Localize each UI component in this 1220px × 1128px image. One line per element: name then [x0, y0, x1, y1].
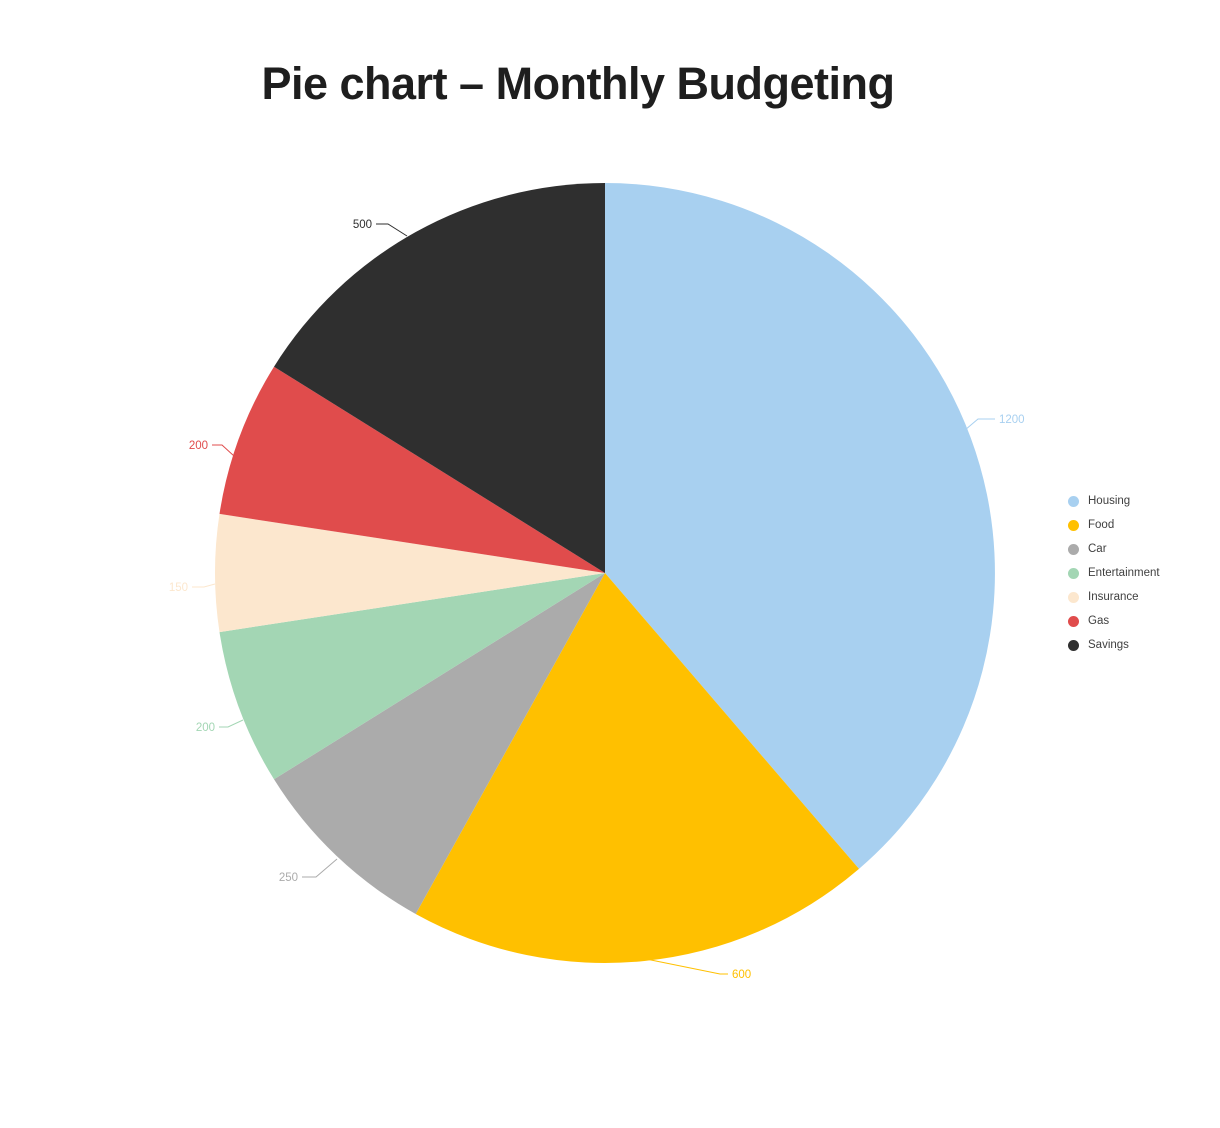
- legend-item-savings[interactable]: Savings: [1068, 633, 1160, 657]
- data-label-car: 250: [279, 872, 298, 884]
- leader-line-food: [645, 958, 728, 975]
- legend-label-housing: Housing: [1088, 495, 1131, 507]
- legend-swatch-savings-icon: [1068, 639, 1079, 651]
- chart-legend: Housing Food Car Entertainment Insurance Gas S…: [1068, 489, 1160, 657]
- legend-item-gas[interactable]: Gas: [1068, 609, 1160, 633]
- legend-label-car: Car: [1088, 543, 1107, 555]
- legend-swatch-car-icon: [1068, 543, 1079, 555]
- legend-item-car[interactable]: Car: [1068, 537, 1160, 561]
- leader-line-entertainment: [219, 719, 244, 728]
- chart-title: Pie chart – Monthly Budgeting: [261, 58, 895, 109]
- legend-label-insurance: Insurance: [1088, 591, 1139, 603]
- data-label-gas: 200: [189, 440, 208, 452]
- data-label-savings: 500: [353, 219, 372, 231]
- data-label-entertainment: 200: [196, 722, 215, 734]
- legend-item-housing[interactable]: Housing: [1068, 489, 1160, 513]
- pie-slice-food[interactable]: [415, 573, 859, 963]
- data-label-housing: 1200: [999, 414, 1025, 426]
- leader-line-car: [302, 858, 338, 878]
- data-label-food: 600: [732, 969, 751, 981]
- leader-line-housing: [964, 418, 995, 431]
- pie-slice-housing[interactable]: [605, 183, 995, 869]
- data-label-insurance: 150: [169, 582, 188, 594]
- legend-swatch-entertainment-icon: [1068, 567, 1079, 579]
- legend-item-entertainment[interactable]: Entertainment: [1068, 561, 1160, 585]
- legend-item-food[interactable]: Food: [1068, 513, 1160, 537]
- legend-swatch-gas-icon: [1068, 615, 1079, 627]
- pie-slice-insurance[interactable]: [214, 513, 605, 633]
- leader-line-insurance: [192, 583, 216, 588]
- leader-line-savings: [376, 223, 408, 237]
- legend-swatch-housing-icon: [1068, 495, 1079, 507]
- legend-label-food: Food: [1088, 519, 1115, 531]
- legend-swatch-insurance-icon: [1068, 591, 1079, 603]
- legend-label-entertainment: Entertainment: [1088, 567, 1160, 579]
- legend-swatch-food-icon: [1068, 519, 1079, 531]
- pie-slice-savings[interactable]: [274, 182, 605, 573]
- pie-slice-car[interactable]: [274, 573, 605, 914]
- legend-label-gas: Gas: [1088, 615, 1110, 627]
- leader-line-gas: [212, 444, 235, 457]
- pie-slice-gas[interactable]: [219, 366, 606, 573]
- legend-item-insurance[interactable]: Insurance: [1068, 585, 1160, 609]
- pie-slice-entertainment[interactable]: [219, 573, 606, 780]
- legend-label-savings: Savings: [1088, 639, 1129, 651]
